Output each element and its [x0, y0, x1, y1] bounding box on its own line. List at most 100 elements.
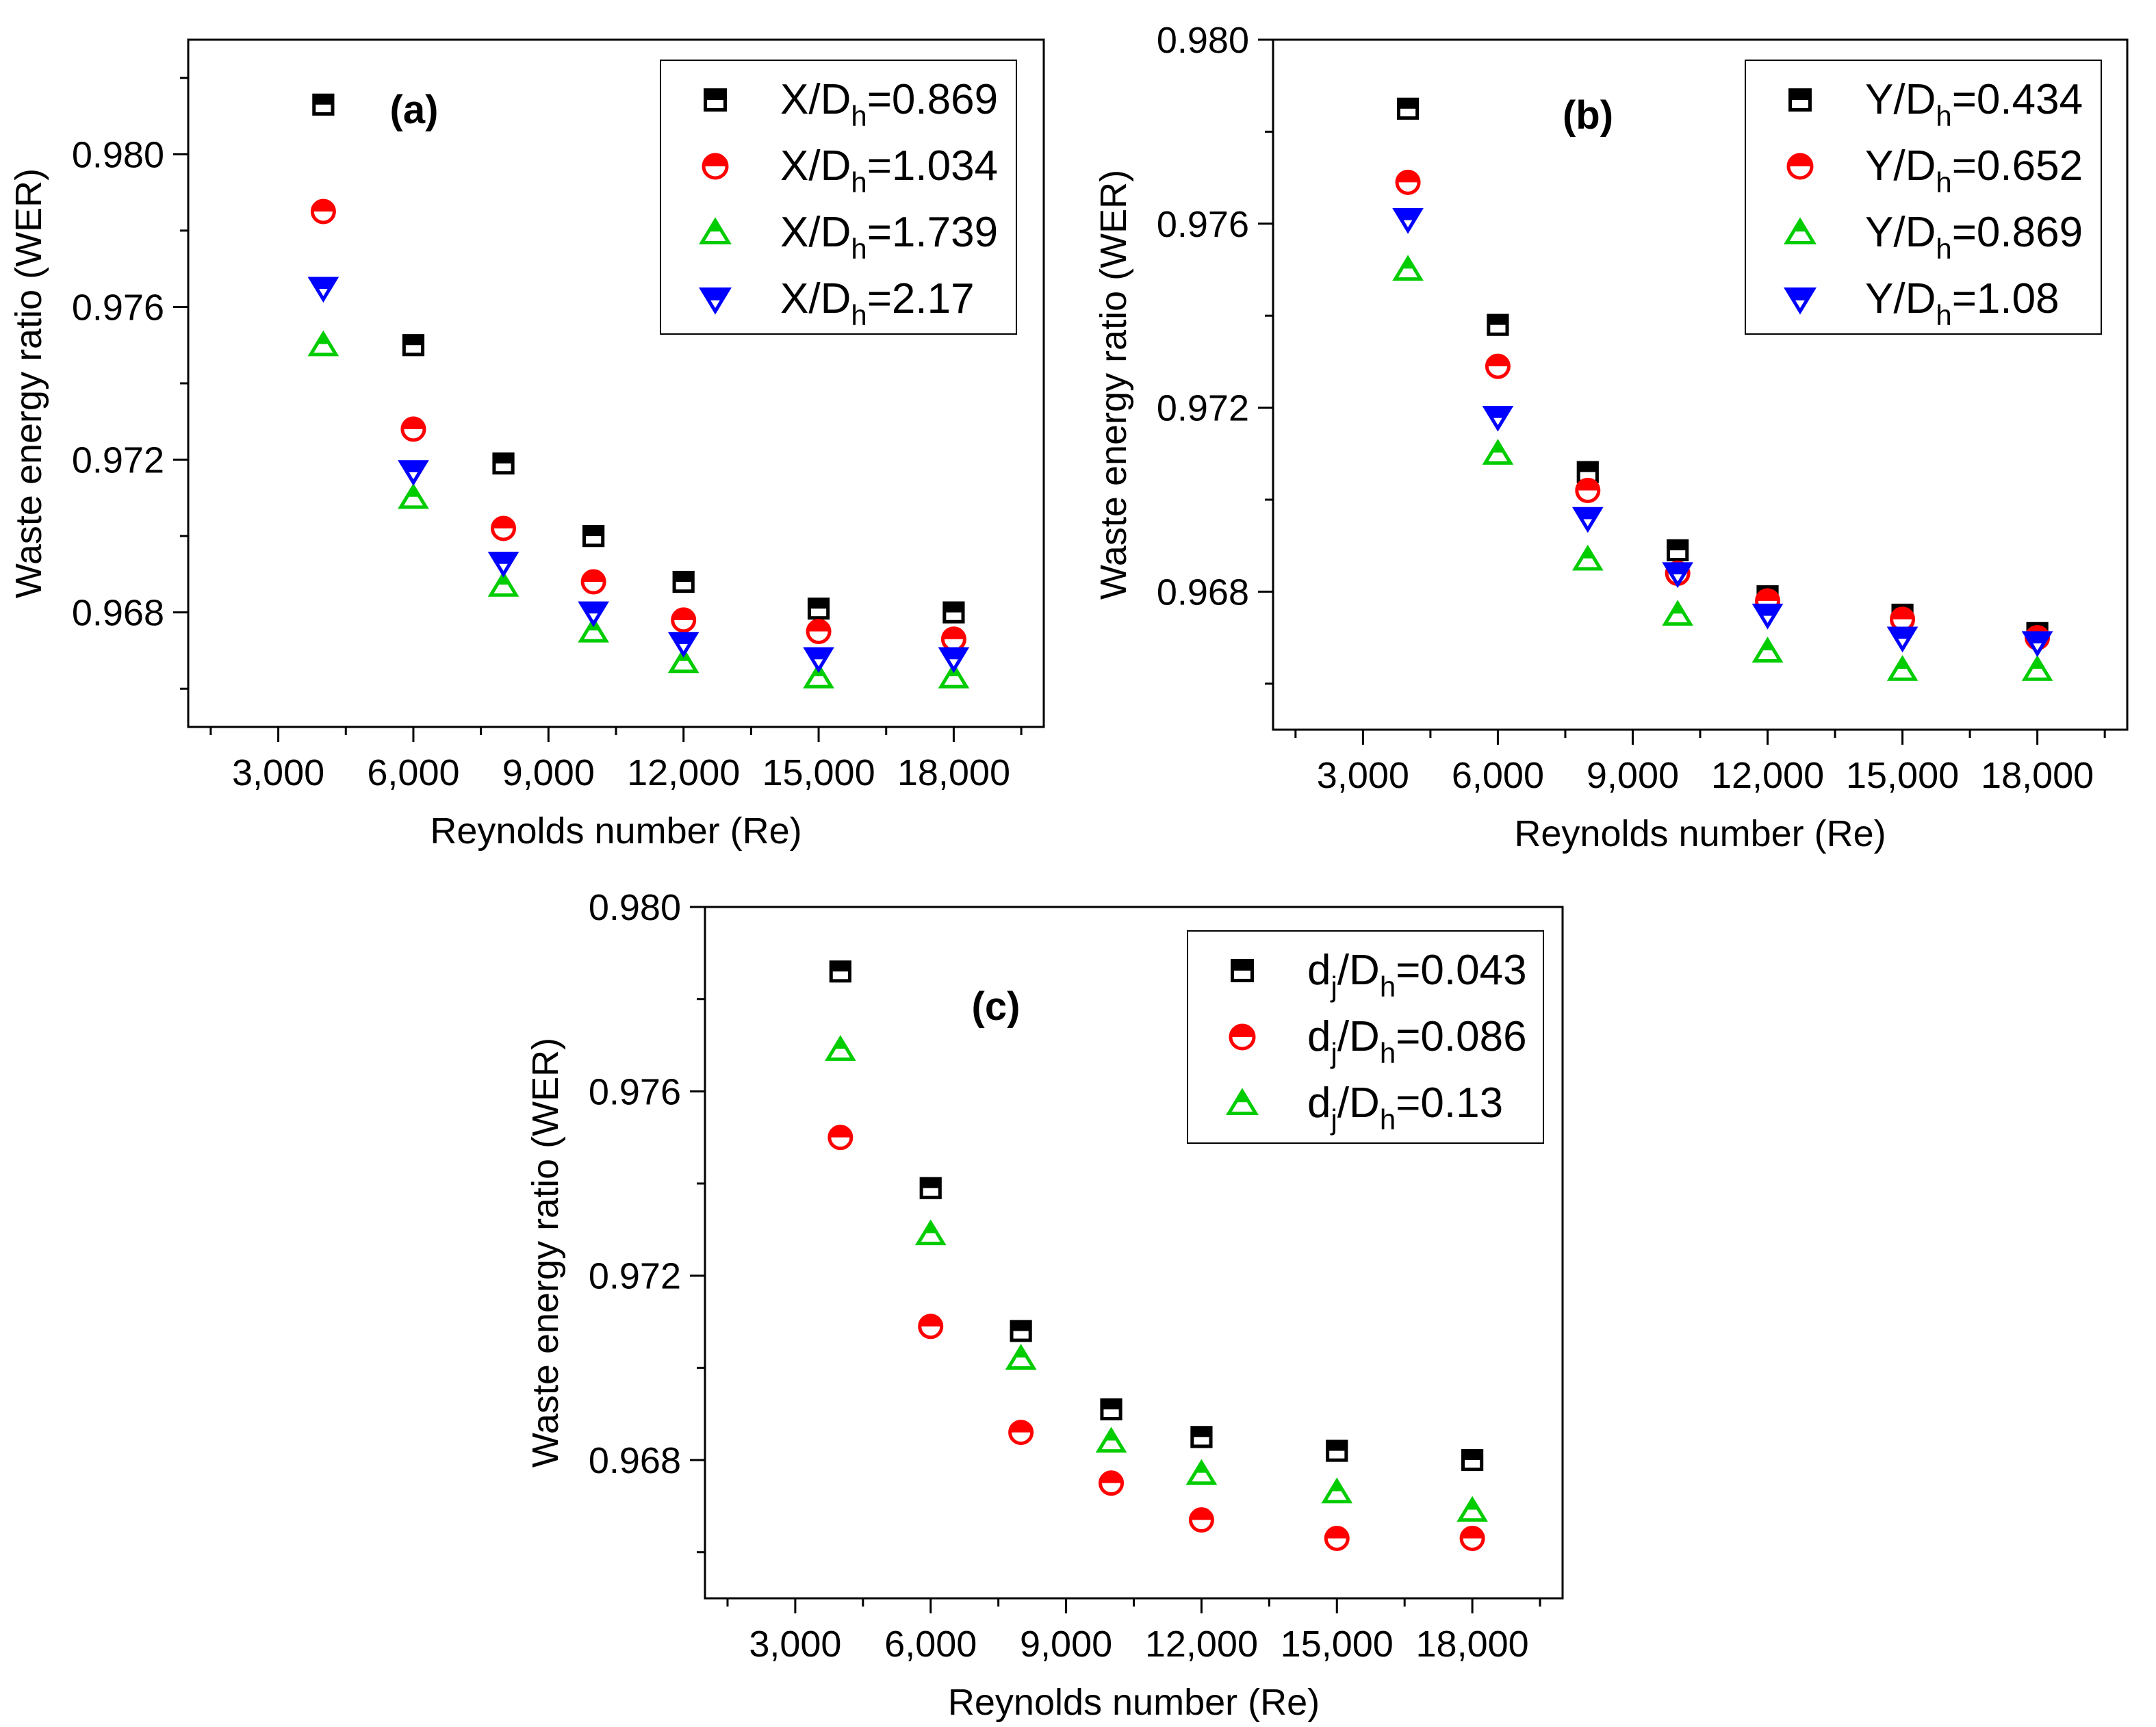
y-tick-label: 0.976: [1157, 204, 1249, 245]
data-point-fill: [1891, 608, 1914, 619]
chart-panel-1: 3,000 6,000 9,000 12,000 15,000 18,000 0.968 0.…: [8, 38, 1045, 852]
data-point-fill: [407, 486, 420, 497]
data-point: [1095, 1427, 1127, 1453]
y-tick-label: 0.976: [72, 287, 164, 328]
x-tick-label: 3,000: [232, 752, 324, 793]
y-tick-label: 0.968: [72, 593, 164, 634]
panel-label: (a): [390, 88, 439, 132]
data-point-fill: [1105, 1430, 1118, 1441]
y-tick-label: 0.980: [1157, 20, 1249, 61]
x-tick-label: 12,000: [1711, 755, 1824, 796]
legend-entry: X/Dh=2.17: [780, 275, 975, 331]
x-tick-label: 3,000: [1317, 755, 1409, 796]
data-point-fill: [584, 526, 603, 537]
data-point-fill: [1790, 90, 1810, 100]
data-point-fill: [1581, 548, 1594, 559]
legend-entry: X/Dh=1.739: [780, 209, 998, 265]
legend-entry: dj/Dh=0.13: [1307, 1079, 1503, 1136]
x-tick-label: 3,000: [749, 1624, 841, 1665]
x-tick-label: 15,000: [1281, 1624, 1394, 1665]
data-point-fill: [493, 454, 513, 464]
series-3: [1392, 255, 2053, 681]
legend-entry: X/Dh=1.034: [780, 142, 998, 199]
data-point-fill: [1010, 1421, 1032, 1433]
x-tick-label: 12,000: [1145, 1624, 1258, 1665]
data-point-fill: [1485, 407, 1511, 418]
y-tick-label: 0.976: [589, 1071, 681, 1112]
y-tick-label: 0.972: [589, 1256, 681, 1297]
data-point-fill: [1487, 355, 1509, 367]
legend: Y/Dh=0.434 Y/Dh=0.652 Y/Dh=0.869 Y/Dh=1.08: [1745, 60, 2102, 335]
data-point-fill: [702, 289, 729, 300]
legend: X/Dh=0.869 X/Dh=1.034 X/Dh=1.739 X/Dh=2.17: [660, 60, 1017, 335]
x-tick-label: 18,000: [897, 752, 1010, 793]
data-point-fill: [1397, 171, 1420, 183]
data-point-fill: [1190, 1509, 1213, 1520]
data-point-fill: [809, 599, 828, 609]
data-point-fill: [1195, 1462, 1208, 1473]
data-point-fill: [1192, 1427, 1211, 1437]
data-point: [1456, 1496, 1488, 1522]
data-point-fill: [1231, 1025, 1254, 1037]
x-tick-label: 15,000: [1846, 755, 1959, 796]
data-point-fill: [1465, 1499, 1479, 1510]
series-1: [312, 93, 965, 624]
series-1: [829, 960, 1484, 1472]
data-point-fill: [313, 95, 333, 105]
data-point-fill: [582, 571, 605, 583]
data-point: [1886, 655, 1918, 681]
y-axis-title: Waste energy ratio (WER): [8, 168, 49, 598]
x-axis-title: Reynolds number (Re): [948, 1682, 1320, 1723]
x-tick-label: 18,000: [1981, 755, 2094, 796]
data-point-fill: [1576, 479, 1599, 491]
series-4: [1392, 207, 2053, 657]
data-point-fill: [1461, 1527, 1484, 1539]
data-point: [1751, 637, 1784, 663]
data-point-fill: [1668, 541, 1687, 550]
data-point-fill: [1395, 209, 1421, 220]
data-point-fill: [1401, 258, 1415, 269]
data-point-fill: [806, 649, 832, 660]
data-point-fill: [497, 574, 510, 585]
data-point-fill: [831, 962, 850, 972]
data-point-fill: [491, 553, 516, 564]
data-point: [1392, 255, 1424, 281]
panel-label: (b): [1563, 93, 1613, 138]
data-point-fill: [705, 90, 726, 100]
data-point-fill: [1890, 628, 1915, 639]
y-axis-title: Waste energy ratio (WER): [525, 1038, 566, 1468]
x-tick-label: 18,000: [1416, 1624, 1529, 1665]
data-point-fill: [1793, 220, 1807, 232]
data-point-fill: [2031, 658, 2044, 669]
data-point-fill: [312, 201, 335, 212]
data-point-fill: [671, 633, 697, 644]
legend-entry: dj/Dh=0.086: [1307, 1013, 1527, 1069]
data-point-fill: [708, 220, 722, 232]
legend-entry: X/Dh=0.869: [780, 76, 998, 132]
data-point-fill: [808, 620, 830, 632]
data-point-fill: [1235, 1091, 1249, 1103]
x-axis-title: Reynolds number (Re): [1514, 813, 1886, 854]
x-tick-label: 15,000: [762, 752, 875, 793]
data-point-fill: [492, 517, 515, 528]
data-point-fill: [1671, 603, 1684, 614]
data-point-fill: [924, 1223, 937, 1233]
data-point-fill: [1578, 463, 1597, 472]
data-point-fill: [400, 461, 426, 472]
y-tick-label: 0.980: [589, 887, 681, 928]
x-tick-label: 6,000: [884, 1624, 977, 1665]
data-point-fill: [404, 335, 423, 346]
data-point-fill: [1896, 658, 1909, 669]
data-point-fill: [921, 1179, 940, 1188]
legend-entry: dj/Dh=0.043: [1307, 947, 1527, 1003]
x-tick-label: 12,000: [627, 752, 740, 793]
data-point-fill: [1101, 1400, 1121, 1409]
data-point-fill: [1014, 1347, 1027, 1358]
x-tick-label: 6,000: [367, 752, 459, 793]
legend-entry: Y/Dh=0.869: [1865, 209, 2083, 265]
data-point-fill: [1331, 1481, 1344, 1492]
data-point-fill: [580, 603, 606, 614]
data-point-fill: [674, 572, 693, 583]
data-point-fill: [944, 603, 964, 613]
data-point-fill: [829, 1126, 851, 1138]
